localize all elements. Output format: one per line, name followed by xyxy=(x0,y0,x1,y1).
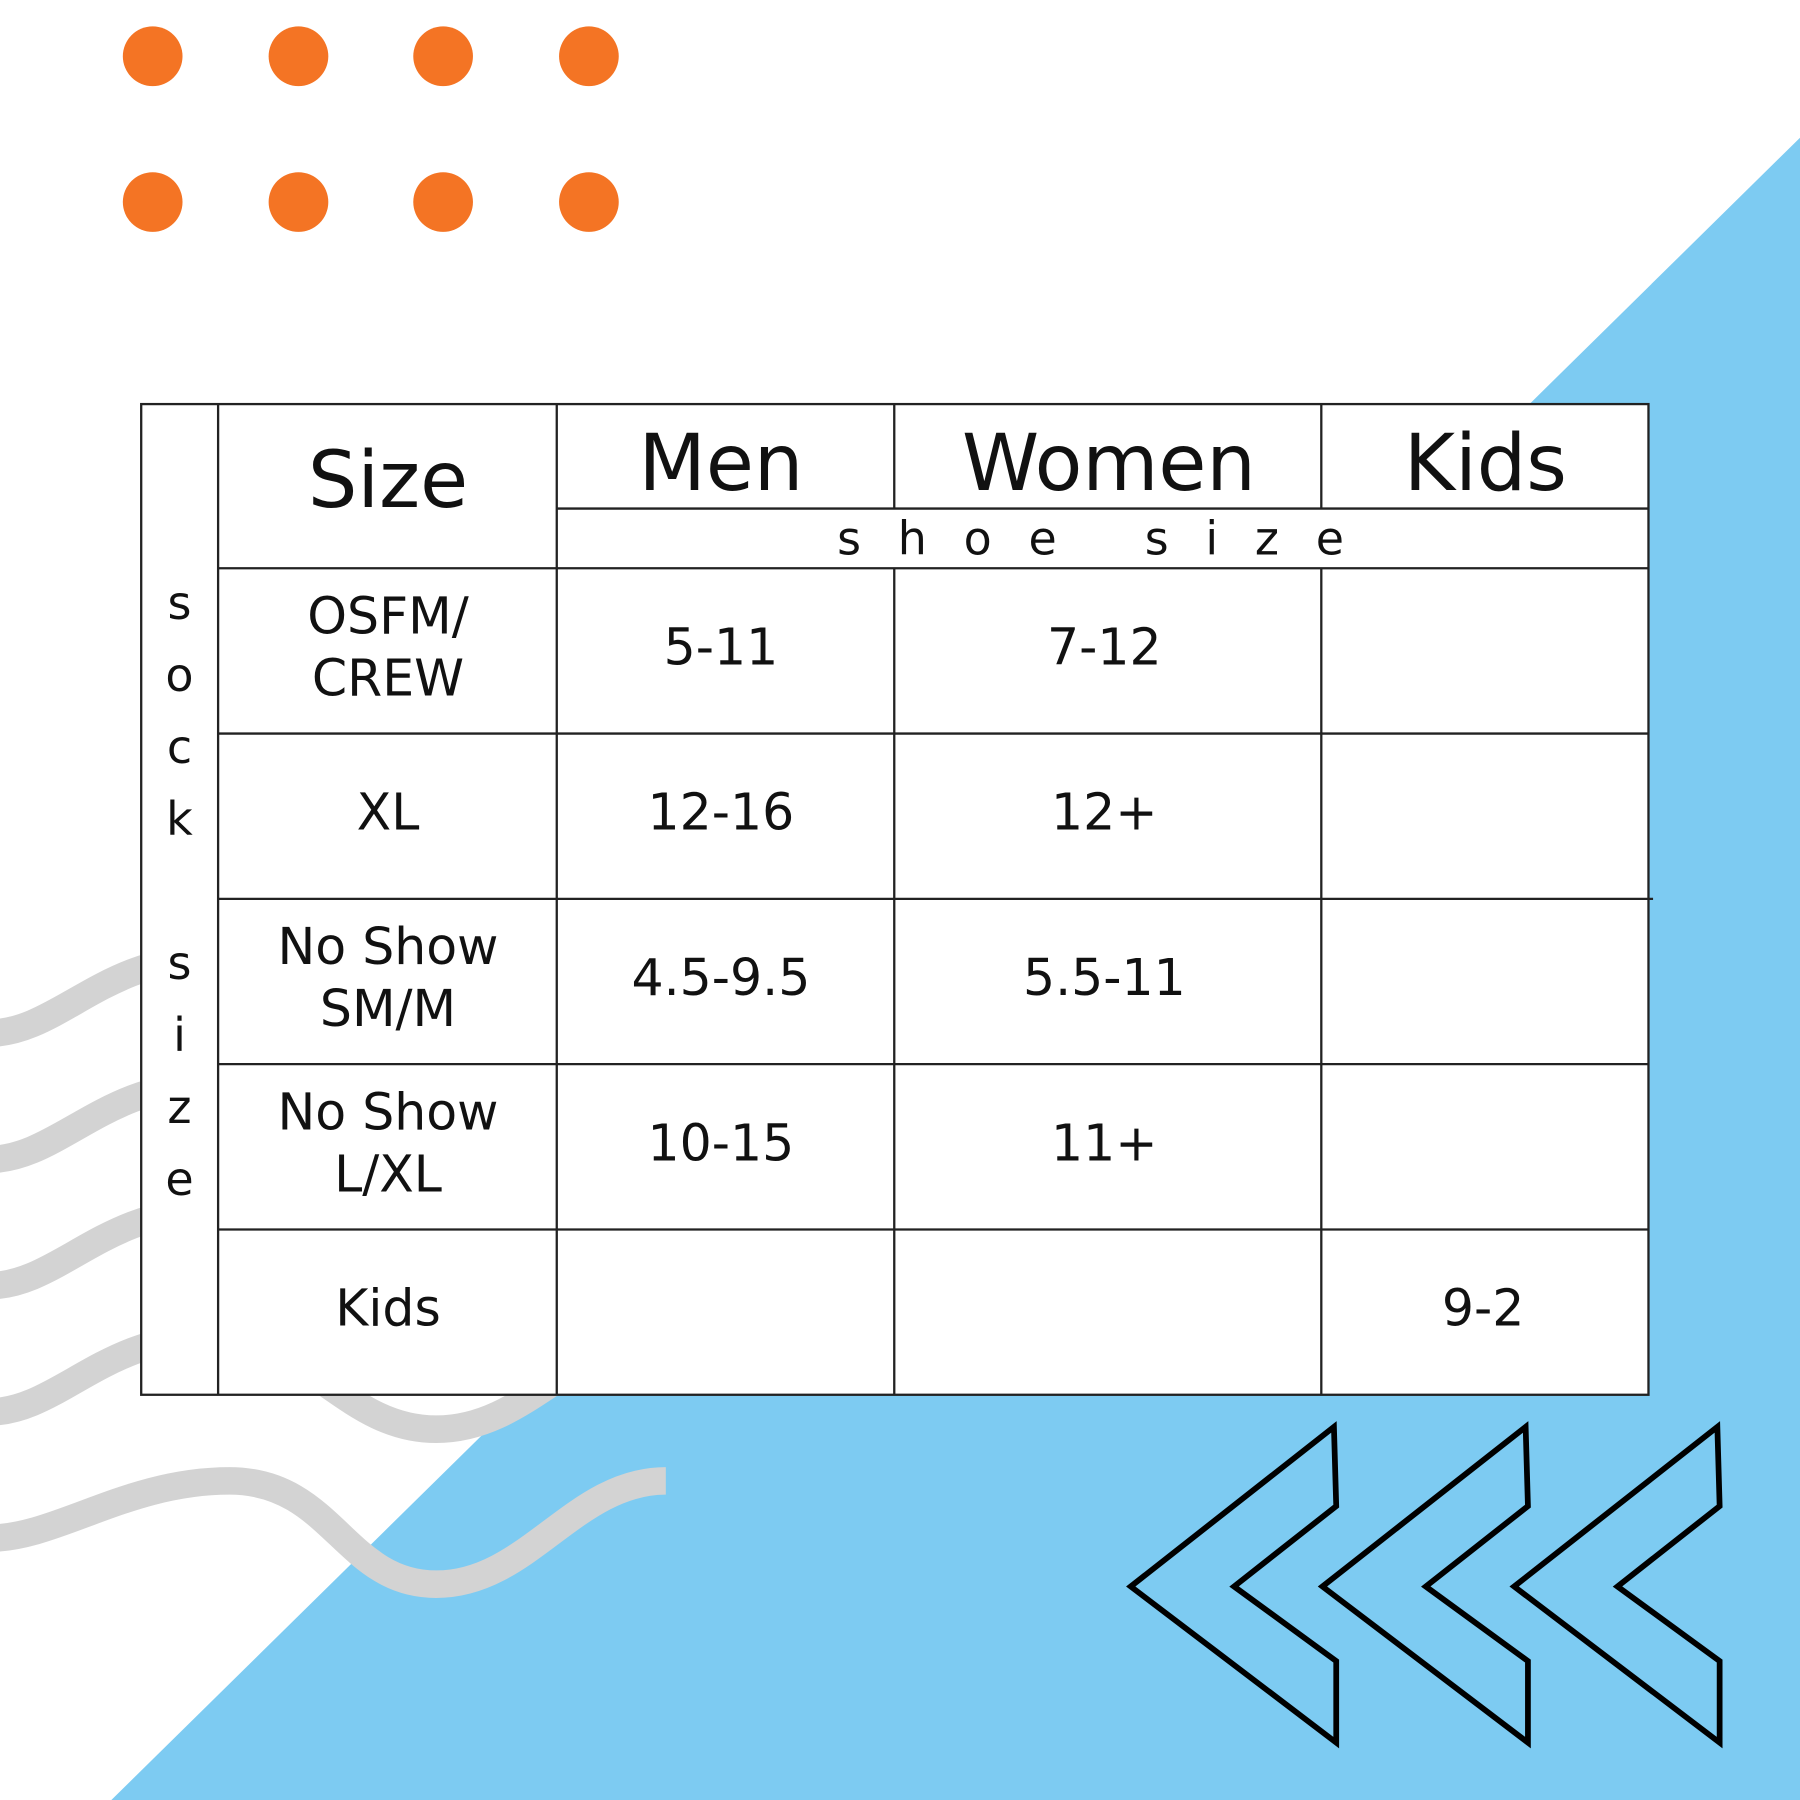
header-size: Size xyxy=(308,436,468,526)
size-label: L/XL xyxy=(334,1144,442,1203)
men-size: 5-11 xyxy=(664,617,779,676)
men-size: 12-16 xyxy=(648,783,795,842)
table-grid xyxy=(140,402,1654,1396)
subheader: shoe size xyxy=(837,511,1381,565)
men-size: 10-15 xyxy=(648,1113,795,1172)
size-label: CREW xyxy=(312,648,464,707)
header-women: Women xyxy=(962,419,1256,509)
side-label: sock size xyxy=(152,575,207,1224)
dots xyxy=(122,26,619,232)
women-size: 11+ xyxy=(1051,1113,1158,1172)
header-kids: Kids xyxy=(1404,419,1567,509)
size-label: No Show xyxy=(278,1082,499,1141)
kids-size: 9-2 xyxy=(1442,1279,1524,1338)
women-size: 12+ xyxy=(1051,783,1158,842)
header-men: Men xyxy=(639,419,804,509)
size-label: No Show xyxy=(278,917,499,976)
women-size: 7-12 xyxy=(1047,617,1162,676)
chevrons xyxy=(1126,1421,1723,1749)
men-size: 4.5-9.5 xyxy=(631,948,810,1007)
women-size: 5.5-11 xyxy=(1023,948,1186,1007)
side-label-box: sock size xyxy=(141,404,218,1395)
size-label: XL xyxy=(357,783,420,842)
size-label: OSFM/ xyxy=(307,586,469,645)
size-label: Kids xyxy=(335,1279,441,1338)
size-label: SM/M xyxy=(320,979,456,1038)
